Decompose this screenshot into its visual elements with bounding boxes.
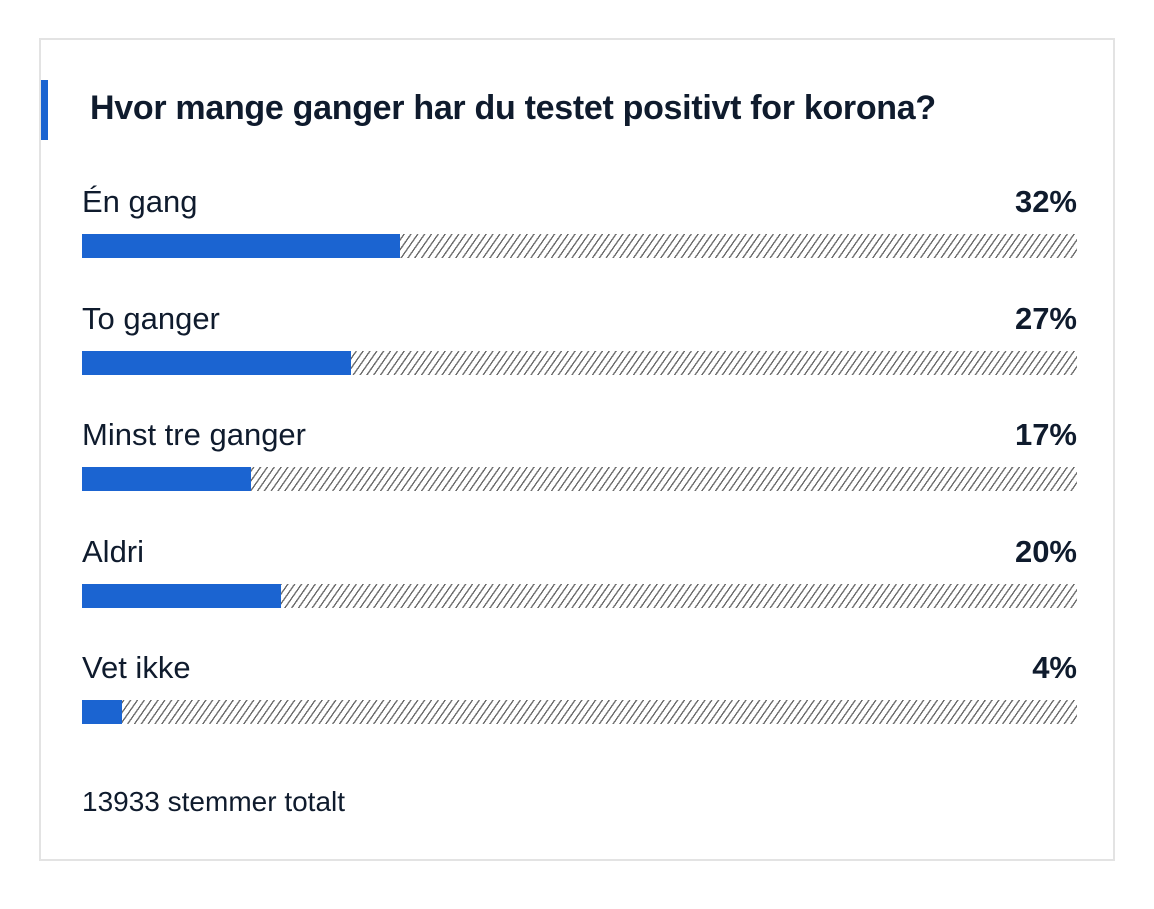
poll-card: Hvor mange ganger har du testet positivt…	[39, 38, 1115, 861]
option-bar-fill	[82, 234, 401, 258]
poll-total-votes: 13933 stemmer totalt	[82, 786, 346, 817]
option-bar-fill	[82, 583, 281, 608]
option-bar-fill	[82, 350, 351, 375]
option-percent: 17%	[1014, 417, 1077, 452]
poll-option-list: Én gang 32% To ganger 27% Minst tre gang…	[82, 180, 1077, 763]
option-label: Minst tre ganger	[82, 417, 306, 452]
option-label: Vet ikke	[82, 650, 191, 685]
option-percent: 4%	[1032, 650, 1077, 685]
option-bar-track	[82, 583, 1077, 608]
title-accent-bar	[41, 80, 48, 140]
option-bar-track	[82, 700, 1077, 724]
option-bar-fill	[82, 700, 122, 724]
option-label: Aldri	[82, 533, 145, 569]
poll-title: Hvor mange ganger har du testet positivt…	[90, 89, 936, 127]
poll-option: Én gang 32%	[82, 180, 1077, 297]
option-percent: 27%	[1014, 300, 1077, 336]
option-label: To ganger	[82, 300, 220, 336]
poll-option: Vet ikke 4%	[82, 646, 1077, 763]
option-label: Én gang	[82, 184, 198, 219]
option-percent: 32%	[1014, 184, 1077, 219]
option-bar-track	[82, 467, 1077, 491]
poll-option: To ganger 27%	[82, 297, 1077, 414]
option-percent: 20%	[1014, 533, 1077, 569]
option-bar-track	[82, 234, 1077, 258]
option-bar-track	[82, 350, 1077, 375]
option-bar-fill	[82, 467, 252, 491]
poll-option: Minst tre ganger 17%	[82, 413, 1077, 530]
poll-option: Aldri 20%	[82, 530, 1077, 647]
